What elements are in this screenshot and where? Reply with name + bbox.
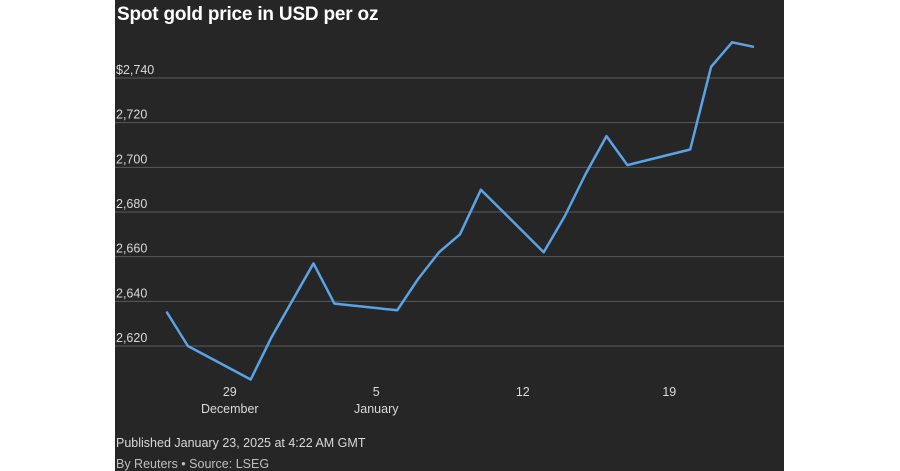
chart-panel: Spot gold price in USD per oz 2,620 2,640… bbox=[115, 0, 784, 471]
chart-title: Spot gold price in USD per oz bbox=[117, 4, 379, 25]
published-note: Published January 23, 2025 at 4:22 AM GM… bbox=[116, 436, 366, 450]
y-tick-label: 2,720 bbox=[116, 108, 147, 122]
y-tick-label: 2,680 bbox=[116, 197, 147, 211]
source-note: By Reuters • Source: LSEG bbox=[116, 457, 270, 471]
x-tick-label: 19 bbox=[662, 385, 676, 399]
line-chart: 2,620 2,640 2,660 2,680 2,700 2,720 $2,740 29 De… bbox=[115, 41, 784, 416]
y-tick-label: 2,660 bbox=[116, 242, 147, 256]
y-tick-label: 2,700 bbox=[116, 152, 147, 166]
x-tick-sublabel: January bbox=[354, 402, 399, 416]
x-tick-label: 29 bbox=[223, 385, 237, 399]
y-tick-label: $2,740 bbox=[116, 63, 154, 77]
y-tick-label: 2,640 bbox=[116, 286, 147, 300]
x-tick-sublabel: December bbox=[201, 402, 259, 416]
x-tick-label: 5 bbox=[373, 385, 380, 399]
x-tick-label: 12 bbox=[516, 385, 530, 399]
y-tick-label: 2,620 bbox=[116, 331, 147, 345]
price-series-line bbox=[165, 41, 755, 381]
